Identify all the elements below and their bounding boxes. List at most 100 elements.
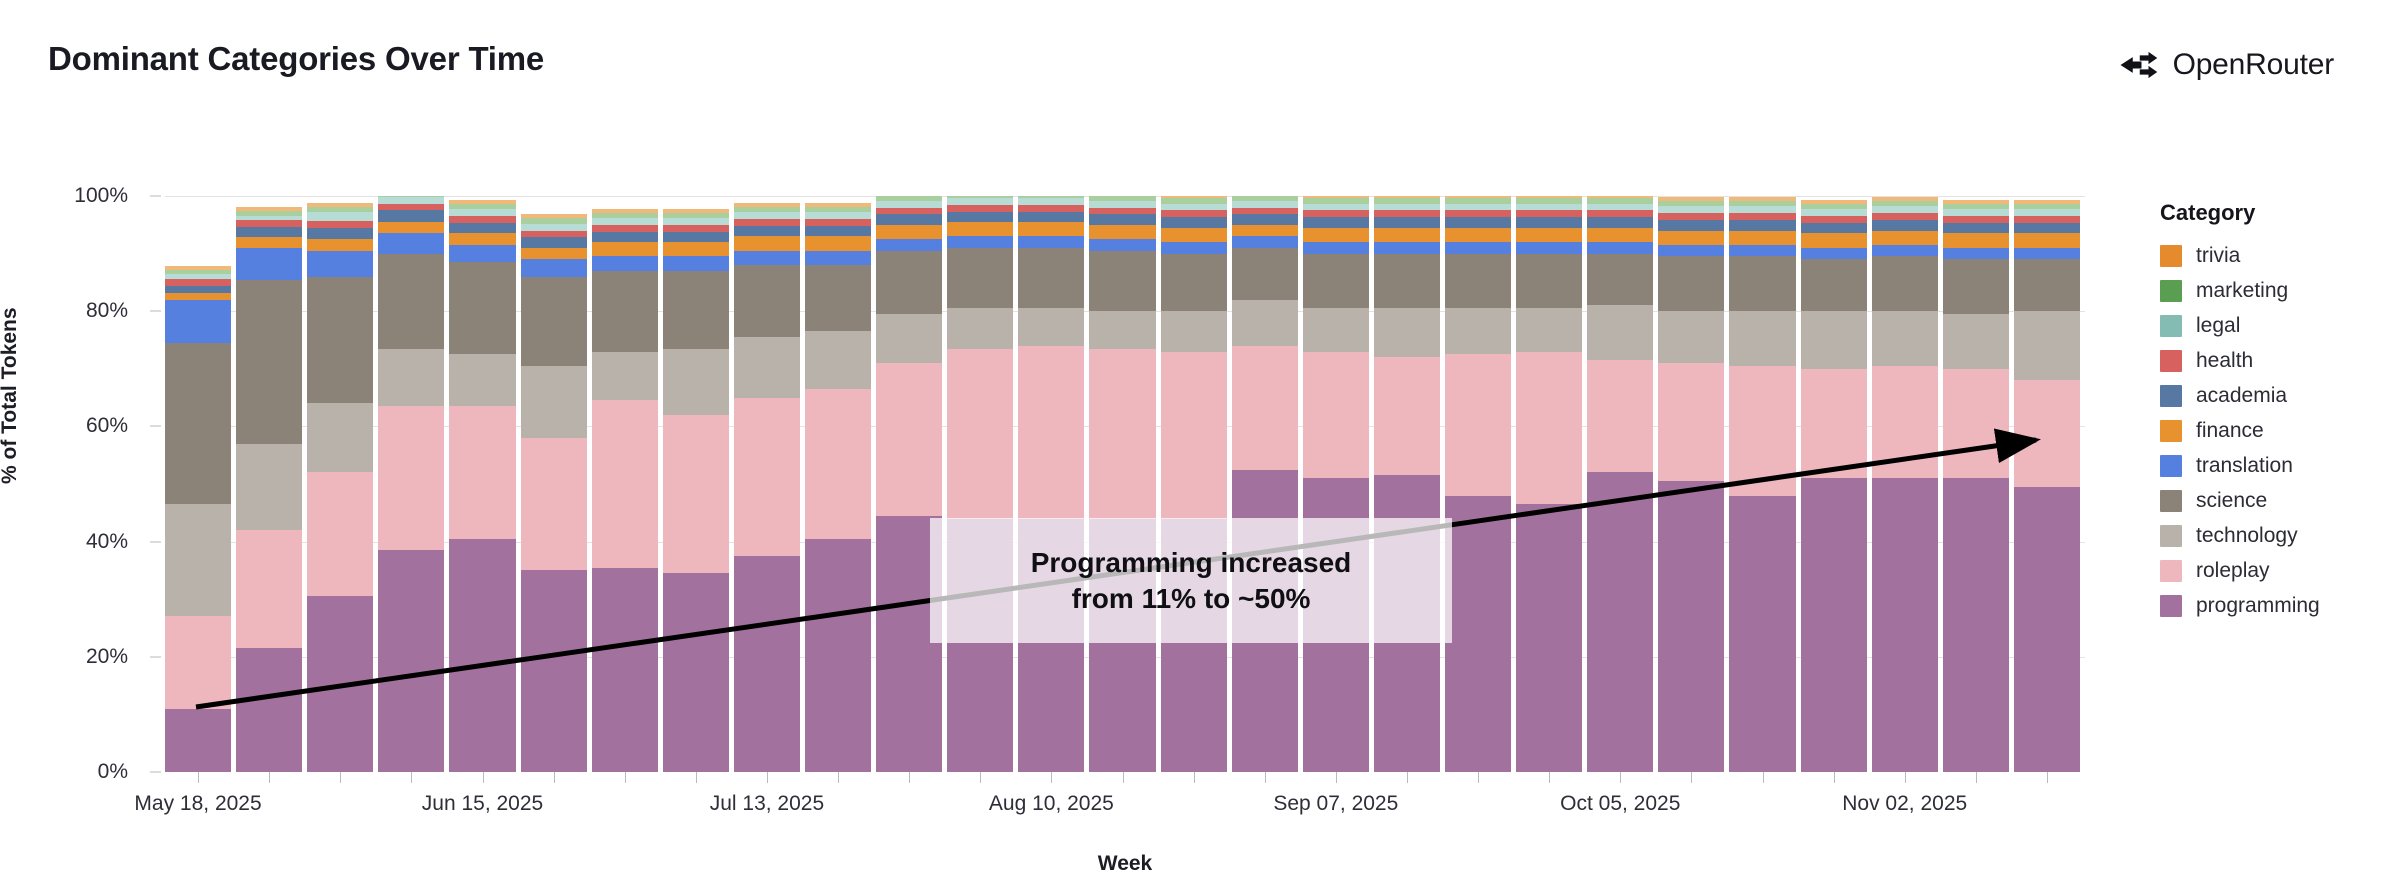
bar-segment-legal[interactable] (1231, 200, 1298, 208)
bar-segment-marketing[interactable] (2013, 203, 2080, 210)
bar-column[interactable] (947, 196, 1014, 772)
bar-segment-health[interactable] (2013, 215, 2080, 224)
bar-segment-translation[interactable] (307, 250, 374, 277)
bar-segment-technology[interactable] (1800, 310, 1867, 369)
bar-segment-science[interactable] (1516, 253, 1583, 309)
bar-segment-academia[interactable] (1160, 216, 1227, 228)
bar-segment-programming[interactable] (307, 595, 374, 772)
bar-segment-roleplay[interactable] (876, 362, 943, 516)
bar-segment-academia[interactable] (307, 227, 374, 240)
bar-segment-academia[interactable] (1018, 210, 1085, 222)
bar-segment-health[interactable] (520, 229, 587, 238)
bar-segment-health[interactable] (1658, 212, 1725, 221)
bar-segment-legal[interactable] (1800, 208, 1867, 217)
bar-segment-academia[interactable] (1445, 216, 1512, 228)
bar-segment-translation[interactable] (2013, 247, 2080, 260)
bar-segment-legal[interactable] (591, 217, 658, 225)
bar-segment-health[interactable] (449, 215, 516, 224)
bar-segment-translation[interactable] (805, 250, 872, 266)
bar-column[interactable] (662, 196, 729, 772)
bar-segment-programming[interactable] (520, 569, 587, 772)
bar-segment-roleplay[interactable] (1373, 356, 1440, 476)
bar-segment-translation[interactable] (1089, 238, 1156, 251)
bar-segment-academia[interactable] (449, 222, 516, 234)
bar-segment-science[interactable] (2013, 258, 2080, 312)
bar-segment-health[interactable] (1231, 206, 1298, 215)
bar-segment-marketing[interactable] (662, 212, 729, 218)
bar-segment-legal[interactable] (1089, 200, 1156, 208)
bar-segment-programming[interactable] (1871, 477, 1938, 772)
bar-segment-legal[interactable] (1729, 205, 1796, 214)
bar-column[interactable] (1587, 196, 1654, 772)
bar-segment-legal[interactable] (1018, 197, 1085, 205)
bar-column[interactable] (733, 196, 800, 772)
bar-segment-marketing[interactable] (876, 196, 943, 201)
bar-segment-trivia[interactable] (1373, 196, 1440, 199)
bar-segment-legal[interactable] (1302, 202, 1369, 211)
bar-segment-marketing[interactable] (1445, 197, 1512, 204)
bar-segment-science[interactable] (236, 278, 303, 444)
bar-segment-science[interactable] (1445, 253, 1512, 309)
bar-segment-finance[interactable] (1231, 224, 1298, 237)
bar-segment-roleplay[interactable] (1231, 345, 1298, 470)
bar-segment-marketing[interactable] (1231, 196, 1298, 201)
bar-segment-academia[interactable] (236, 226, 303, 238)
bar-column[interactable] (1302, 196, 1369, 772)
bar-segment-trivia[interactable] (1445, 196, 1512, 199)
bar-segment-health[interactable] (1160, 209, 1227, 218)
bar-segment-marketing[interactable] (307, 206, 374, 213)
legend-item-technology[interactable]: technology (2160, 518, 2386, 553)
bar-segment-legal[interactable] (1373, 202, 1440, 211)
bar-segment-marketing[interactable] (378, 196, 445, 197)
bar-segment-translation[interactable] (1373, 241, 1440, 254)
bar-column[interactable] (520, 196, 587, 772)
bar-segment-roleplay[interactable] (449, 405, 516, 539)
bar-segment-health[interactable] (307, 220, 374, 228)
bar-segment-translation[interactable] (1445, 241, 1512, 254)
bar-segment-health[interactable] (1018, 204, 1085, 212)
bar-segment-health[interactable] (236, 219, 303, 228)
bar-segment-academia[interactable] (591, 231, 658, 243)
bar-segment-technology[interactable] (1729, 310, 1796, 366)
bar-segment-academia[interactable] (520, 236, 587, 248)
bar-segment-academia[interactable] (1942, 222, 2009, 234)
bar-segment-finance[interactable] (1089, 224, 1156, 240)
bar-segment-trivia[interactable] (1587, 196, 1654, 199)
bar-segment-trivia[interactable] (449, 200, 516, 205)
bar-column[interactable] (1089, 196, 1156, 772)
bar-segment-legal[interactable] (2013, 208, 2080, 217)
bar-segment-marketing[interactable] (1587, 197, 1654, 204)
bar-segment-technology[interactable] (307, 402, 374, 473)
bar-segment-translation[interactable] (1871, 244, 1938, 257)
bar-segment-academia[interactable] (2013, 222, 2080, 234)
legend-item-finance[interactable]: finance (2160, 413, 2386, 448)
bar-segment-roleplay[interactable] (1871, 365, 1938, 479)
bar-segment-trivia[interactable] (1516, 196, 1583, 199)
legend-item-translation[interactable]: translation (2160, 448, 2386, 483)
bar-segment-trivia[interactable] (520, 214, 587, 219)
bar-segment-translation[interactable] (1942, 247, 2009, 260)
bar-segment-translation[interactable] (1516, 241, 1583, 254)
bar-segment-health[interactable] (591, 224, 658, 232)
bar-segment-finance[interactable] (947, 221, 1014, 237)
bar-segment-roleplay[interactable] (1160, 350, 1227, 519)
bar-segment-science[interactable] (662, 270, 729, 349)
bar-segment-technology[interactable] (1089, 310, 1156, 349)
bar-segment-legal[interactable] (1445, 202, 1512, 211)
bar-segment-roleplay[interactable] (591, 399, 658, 568)
bar-segment-finance[interactable] (236, 236, 303, 248)
bar-segment-roleplay[interactable] (1089, 348, 1156, 519)
bar-segment-roleplay[interactable] (1302, 350, 1369, 479)
bar-segment-health[interactable] (1587, 209, 1654, 218)
bar-segment-marketing[interactable] (1800, 203, 1867, 210)
bar-segment-finance[interactable] (520, 247, 587, 260)
bar-segment-technology[interactable] (2013, 310, 2080, 381)
bar-segment-finance[interactable] (1018, 221, 1085, 237)
bar-segment-programming[interactable] (662, 572, 729, 772)
bar-segment-roleplay[interactable] (805, 388, 872, 539)
bar-segment-roleplay[interactable] (378, 405, 445, 551)
legend-item-legal[interactable]: legal (2160, 308, 2386, 343)
bar-segment-marketing[interactable] (1871, 200, 1938, 207)
bar-column[interactable] (1018, 196, 1085, 772)
bar-segment-legal[interactable] (307, 211, 374, 221)
